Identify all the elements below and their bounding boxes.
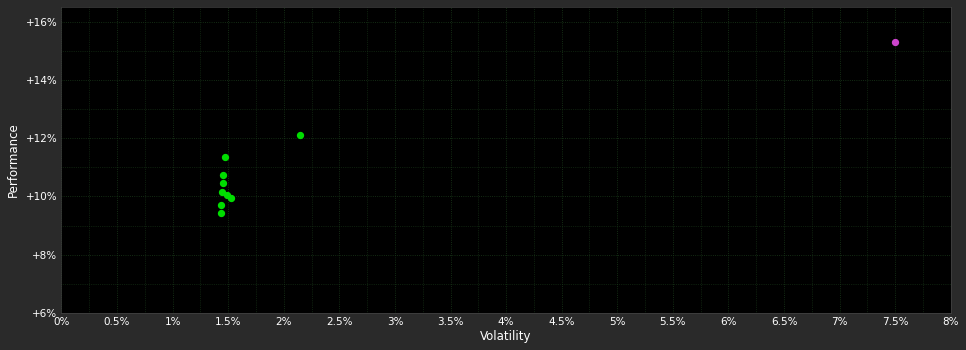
Point (213, 210, 229, 215)
Point (293, 132, 308, 138)
Point (215, 172, 231, 177)
Point (213, 202, 229, 208)
Point (214, 189, 230, 195)
Point (218, 192, 234, 198)
Point (888, 39, 903, 45)
Y-axis label: Performance: Performance (7, 122, 20, 197)
Point (217, 154, 233, 160)
Point (215, 181, 231, 186)
X-axis label: Volatility: Volatility (480, 330, 532, 343)
Point (223, 195, 239, 201)
